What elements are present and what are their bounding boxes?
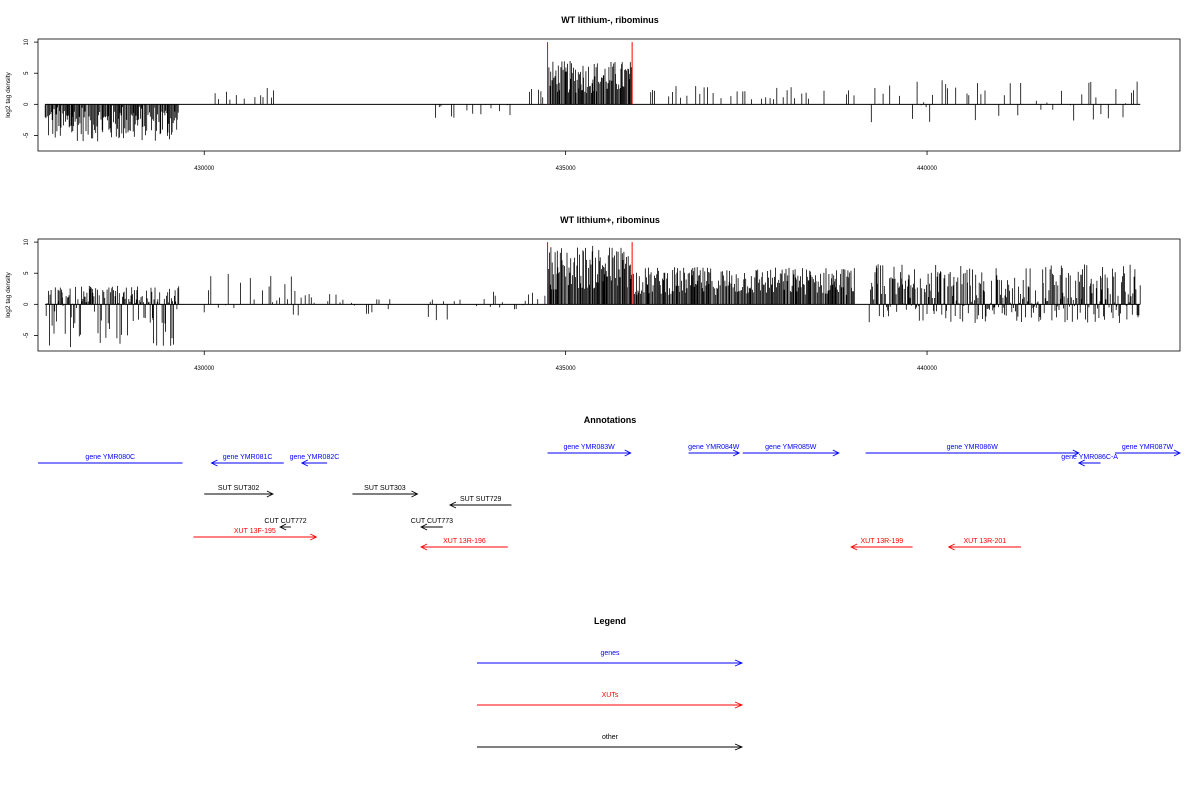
legend-arrowhead bbox=[734, 659, 744, 667]
legend-item: other bbox=[477, 734, 744, 751]
annotation-item: CUT CUT772 bbox=[264, 518, 307, 531]
highlight-lines bbox=[547, 242, 633, 305]
annotation-arrowhead bbox=[420, 543, 428, 551]
annotation-label: CUT CUT772 bbox=[264, 518, 306, 525]
y-tick-label: -5 bbox=[24, 132, 30, 138]
annotation-label: gene YMR084W bbox=[688, 444, 740, 451]
annotation-item: XUT 13R-196 bbox=[420, 538, 508, 551]
x-tick-label: 435000 bbox=[556, 166, 577, 172]
annotation-label: CUT CUT773 bbox=[411, 518, 453, 525]
y-tick-label: 5 bbox=[24, 271, 30, 275]
panel-wt-lithium-plus: WT lithium+, ribominus log2 tag density … bbox=[5, 215, 1181, 372]
plot-frame bbox=[37, 238, 1181, 352]
annotation-arrowhead bbox=[1072, 449, 1080, 457]
y-tick-label: 10 bbox=[24, 238, 30, 245]
x-tick-label: 440000 bbox=[917, 366, 938, 372]
annotations-track: Annotations gene YMR080C gene YMR081C gene… bbox=[38, 415, 1182, 551]
annotation-item: gene YMR083W bbox=[547, 444, 632, 457]
annotation-arrowhead bbox=[279, 523, 287, 531]
x-tick-label: 435000 bbox=[556, 366, 577, 372]
annotation-arrowhead bbox=[1173, 449, 1182, 457]
legend: Legend genes XUTs other bbox=[477, 616, 744, 751]
annotation-label: gene YMR082C bbox=[290, 454, 340, 461]
y-tick-label: 0 bbox=[24, 302, 30, 306]
annotation-item: SUT SUT303 bbox=[352, 485, 419, 498]
y-axis-label: log2 tag density bbox=[5, 271, 12, 317]
legend-label: genes bbox=[600, 650, 620, 657]
annotation-label: XUT 13F-195 bbox=[234, 528, 276, 535]
annotation-arrowhead bbox=[266, 490, 274, 498]
annotation-label: gene YMR085W bbox=[765, 444, 817, 451]
annotation-item: SUT SUT729 bbox=[448, 496, 512, 509]
annotation-label: gene YMR087W bbox=[1122, 444, 1174, 451]
annotation-label: gene YMR083W bbox=[564, 444, 616, 451]
annotation-item: gene YMR086W bbox=[865, 444, 1080, 457]
annotation-item: SUT SUT302 bbox=[204, 485, 274, 498]
annotation-arrowhead bbox=[411, 490, 419, 498]
annotation-label: XUT 13R-199 bbox=[861, 538, 904, 545]
x-tick-label: 430000 bbox=[194, 166, 215, 172]
annotation-arrowhead bbox=[732, 449, 741, 457]
legend-arrowhead bbox=[734, 743, 744, 751]
y-tick-label: 5 bbox=[24, 71, 30, 75]
annotation-arrowhead bbox=[624, 449, 632, 457]
panel-wt-lithium-minus: WT lithium-, ribominus log2 tag density … bbox=[5, 15, 1181, 172]
panel-title: WT lithium-, ribominus bbox=[561, 15, 659, 25]
annotation-item: CUT CUT773 bbox=[411, 518, 453, 531]
annotation-item: gene YMR086C-A bbox=[1061, 454, 1118, 467]
plot-frame bbox=[37, 38, 1181, 152]
annotation-arrowhead bbox=[420, 523, 428, 531]
legend-item: genes bbox=[477, 650, 744, 667]
annotation-arrowhead bbox=[850, 543, 858, 551]
annotation-item: gene YMR082C bbox=[290, 454, 340, 467]
y-tick-label: 10 bbox=[24, 38, 30, 45]
annotation-label: XUT 13R-196 bbox=[443, 538, 486, 545]
annotation-label: SUT SUT303 bbox=[364, 485, 406, 492]
annotation-item: gene YMR081C bbox=[210, 454, 284, 467]
x-tick-label: 440000 bbox=[917, 166, 938, 172]
legend-title: Legend bbox=[594, 616, 626, 626]
annotation-arrowhead bbox=[310, 533, 318, 541]
annotation-label: SUT SUT729 bbox=[460, 496, 502, 503]
legend-label: other bbox=[602, 734, 619, 741]
annotation-item: gene YMR080C bbox=[38, 454, 183, 464]
x-tick-label: 430000 bbox=[194, 366, 215, 372]
y-axis-label: log2 tag density bbox=[5, 71, 12, 117]
y-tick-label: -5 bbox=[24, 332, 30, 338]
axes: -5 0 5 10 430000 435000 440000 bbox=[24, 38, 938, 172]
legend-label: XUTs bbox=[602, 692, 619, 699]
annotation-label: SUT SUT302 bbox=[218, 485, 260, 492]
annotation-arrowhead bbox=[832, 449, 840, 457]
annotation-item: XUT 13F-195 bbox=[193, 528, 318, 541]
annotation-label: gene YMR086W bbox=[947, 444, 999, 451]
legend-item: XUTs bbox=[477, 692, 744, 709]
annotation-label: gene YMR086C-A bbox=[1061, 454, 1118, 461]
annotation-arrowhead bbox=[947, 543, 955, 551]
annotation-label: XUT 13R-201 bbox=[964, 538, 1007, 545]
legend-arrowhead bbox=[734, 701, 744, 709]
annotation-arrowhead bbox=[1077, 459, 1086, 467]
annotation-item: gene YMR084W bbox=[688, 444, 741, 457]
annotations-title: Annotations bbox=[584, 415, 637, 425]
axes: -5 0 5 10 430000 435000 440000 bbox=[24, 238, 938, 372]
annotation-arrowhead bbox=[448, 501, 457, 509]
annotation-item: XUT 13R-199 bbox=[850, 538, 913, 551]
y-tick-label: 0 bbox=[24, 102, 30, 106]
panel-title: WT lithium+, ribominus bbox=[560, 215, 660, 225]
annotation-arrowhead bbox=[210, 459, 218, 467]
density-bars bbox=[44, 61, 1141, 142]
density-bars bbox=[44, 245, 1141, 348]
annotation-item: gene YMR087W bbox=[1114, 444, 1182, 457]
annotation-label: gene YMR080C bbox=[85, 454, 135, 461]
annotation-item: XUT 13R-201 bbox=[947, 538, 1021, 551]
annotation-arrowhead bbox=[300, 459, 309, 467]
annotation-item: gene YMR085W bbox=[742, 444, 840, 457]
highlight-lines bbox=[547, 42, 633, 105]
annotation-label: gene YMR081C bbox=[223, 454, 273, 461]
